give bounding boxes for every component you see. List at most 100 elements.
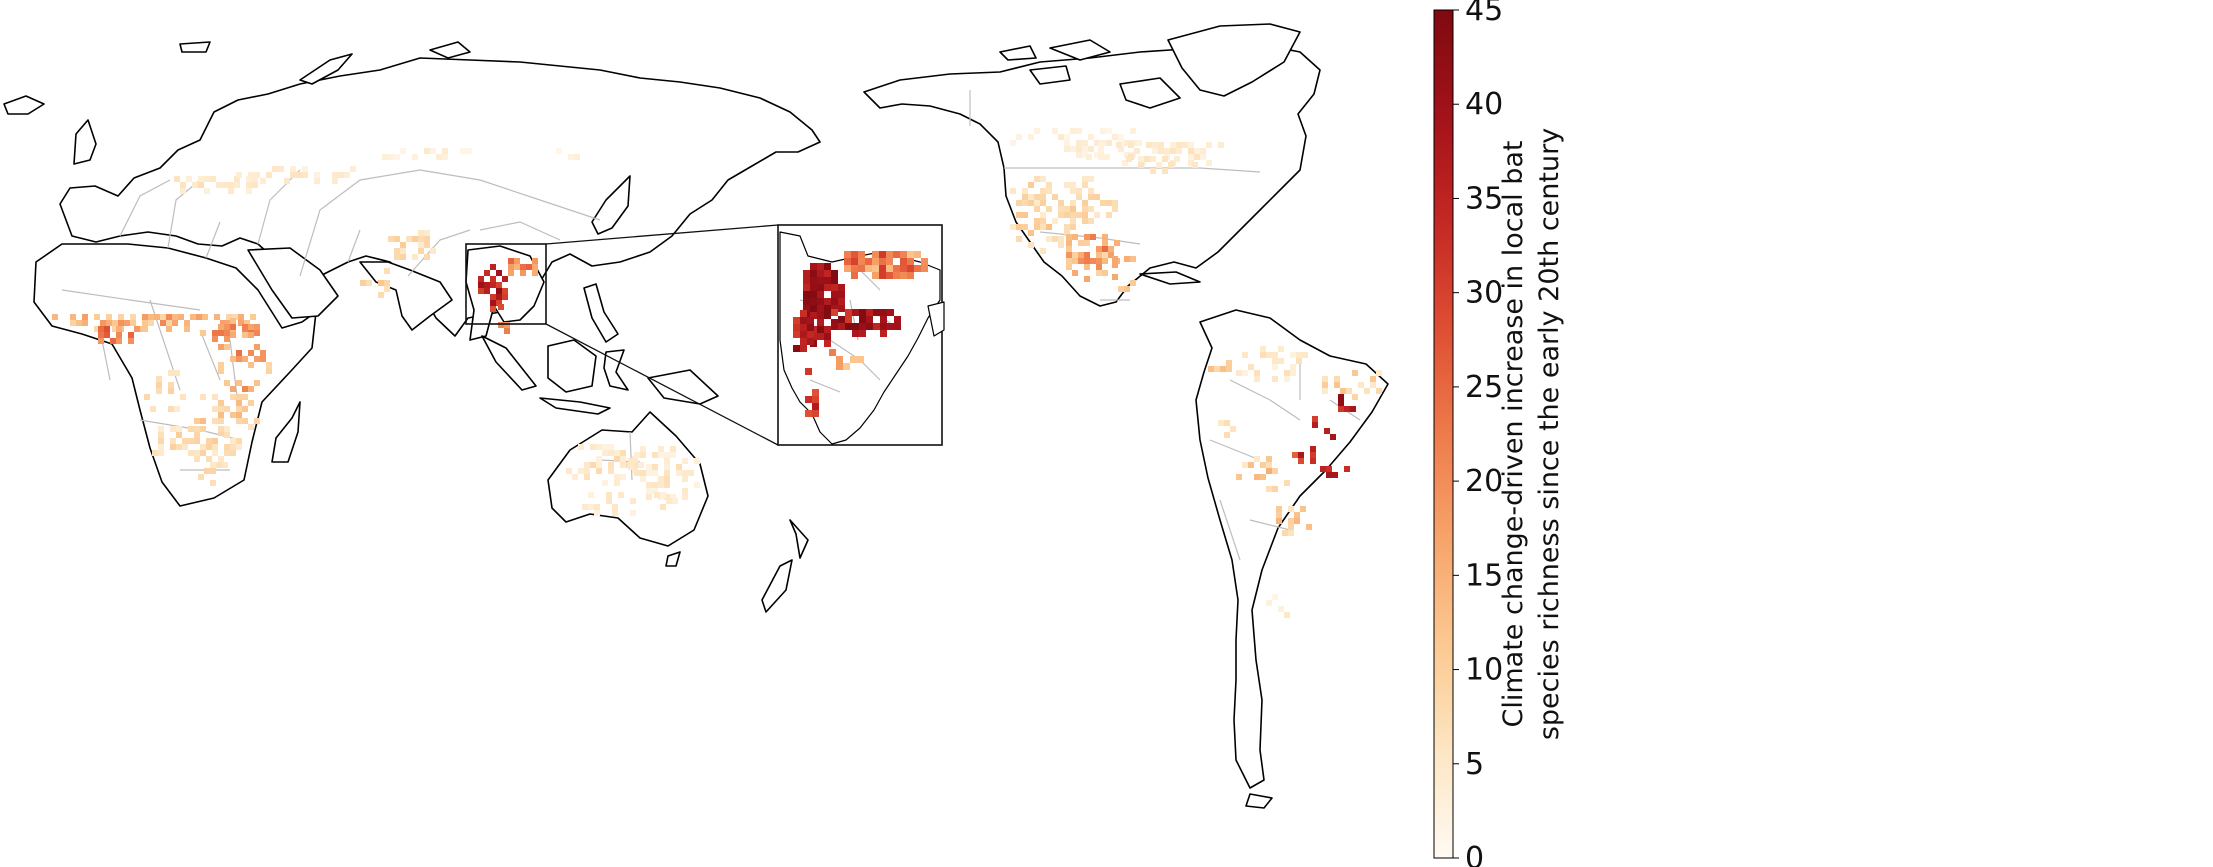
richness-cell <box>578 468 584 474</box>
richness-cell <box>502 294 508 300</box>
richness-cell <box>1164 148 1170 154</box>
richness-cell <box>1344 466 1350 472</box>
inset-richness-cell <box>887 323 894 330</box>
inset-richness-cell <box>845 316 852 323</box>
richness-cell <box>620 462 626 468</box>
richness-cell <box>1242 462 1248 468</box>
richness-cell <box>212 418 218 424</box>
richness-cell <box>1200 148 1206 154</box>
richness-cell <box>664 452 670 458</box>
richness-cell <box>588 492 594 498</box>
inset-richness-cell <box>914 265 921 272</box>
richness-cell <box>1090 234 1096 240</box>
richness-cell <box>1064 182 1070 188</box>
richness-cell <box>1254 474 1260 480</box>
inset-richness-cell <box>800 324 807 331</box>
richness-cell <box>1076 188 1082 194</box>
richness-cell <box>1052 218 1058 224</box>
richness-cell <box>1096 252 1102 258</box>
richness-cell <box>98 326 104 332</box>
richness-cell <box>502 276 508 282</box>
richness-cell <box>618 492 624 498</box>
richness-cell <box>254 330 260 336</box>
richness-cell <box>1302 352 1308 358</box>
richness-cell <box>1150 156 1156 162</box>
richness-cell <box>216 462 222 468</box>
richness-cell <box>170 444 176 450</box>
java <box>539 397 611 415</box>
richness-cell <box>118 320 124 326</box>
inset-richness-cell <box>844 265 851 272</box>
richness-cell <box>1106 212 1112 218</box>
richness-cell <box>176 432 182 438</box>
richness-cell <box>212 444 218 450</box>
richness-cell <box>1276 512 1282 518</box>
richness-cell <box>412 254 418 260</box>
richness-cell <box>236 444 242 450</box>
richness-cell <box>1066 246 1072 252</box>
richness-cell <box>130 314 136 320</box>
richness-cell <box>1290 352 1296 358</box>
richness-cell <box>98 338 104 344</box>
richness-cell <box>1076 140 1082 146</box>
inset-richness-cell <box>858 265 865 272</box>
richness-cell <box>1352 370 1358 376</box>
richness-cell <box>424 242 430 248</box>
richness-cell <box>212 394 218 400</box>
richness-cell <box>1072 258 1078 264</box>
richness-cell <box>204 176 210 182</box>
richness-cell <box>246 176 252 182</box>
richness-cell <box>1052 236 1058 242</box>
richness-cell <box>608 450 614 456</box>
richness-cell <box>186 176 192 182</box>
richness-cell <box>658 446 664 452</box>
richness-cell <box>682 476 688 482</box>
inset-richness-cell <box>879 251 886 258</box>
richness-cell <box>252 182 258 188</box>
richness-cell <box>596 462 602 468</box>
richness-cell <box>1040 188 1046 194</box>
colorbar-tick-label: 15 <box>1465 558 1503 593</box>
richness-cell <box>1034 128 1040 134</box>
baffin-island <box>1119 77 1181 109</box>
richness-cell <box>1350 406 1356 412</box>
richness-cell <box>218 426 224 432</box>
richness-cell <box>1112 134 1118 140</box>
richness-cell <box>1058 212 1064 218</box>
richness-cell <box>394 248 400 254</box>
richness-cell <box>1114 240 1120 246</box>
inset-richness-cell <box>803 291 810 298</box>
richness-cell <box>1150 168 1156 174</box>
inset-richness-cell <box>831 309 838 316</box>
richness-cell <box>1088 188 1094 194</box>
inset-richness-cell <box>844 251 851 258</box>
richness-cell <box>1096 246 1102 252</box>
richness-cell <box>212 450 218 456</box>
richness-cell <box>200 330 206 336</box>
richness-cell <box>158 438 164 444</box>
richness-cell <box>1298 452 1304 458</box>
richness-cell <box>1098 154 1104 160</box>
richness-cell <box>1158 148 1164 154</box>
inset-richness-cell <box>851 258 858 265</box>
richness-cell <box>590 462 596 468</box>
richness-cell <box>638 462 644 468</box>
richness-cell <box>1254 370 1260 376</box>
richness-cell <box>1278 358 1284 364</box>
richness-cell <box>248 350 254 356</box>
richness-cell <box>166 326 172 332</box>
richness-cell <box>212 438 218 444</box>
richness-cell <box>1230 426 1236 432</box>
richness-cell <box>1130 128 1136 134</box>
richness-cell <box>1194 154 1200 160</box>
richness-cell <box>366 280 372 286</box>
richness-cell <box>1034 224 1040 230</box>
richness-cell <box>230 438 236 444</box>
inset-richness-cell <box>872 265 879 272</box>
richness-cell <box>646 470 652 476</box>
richness-cell <box>670 494 676 500</box>
inset-richness-cell <box>807 317 814 324</box>
richness-cell <box>418 248 424 254</box>
richness-cell <box>1236 474 1242 480</box>
richness-cell <box>1322 388 1328 394</box>
